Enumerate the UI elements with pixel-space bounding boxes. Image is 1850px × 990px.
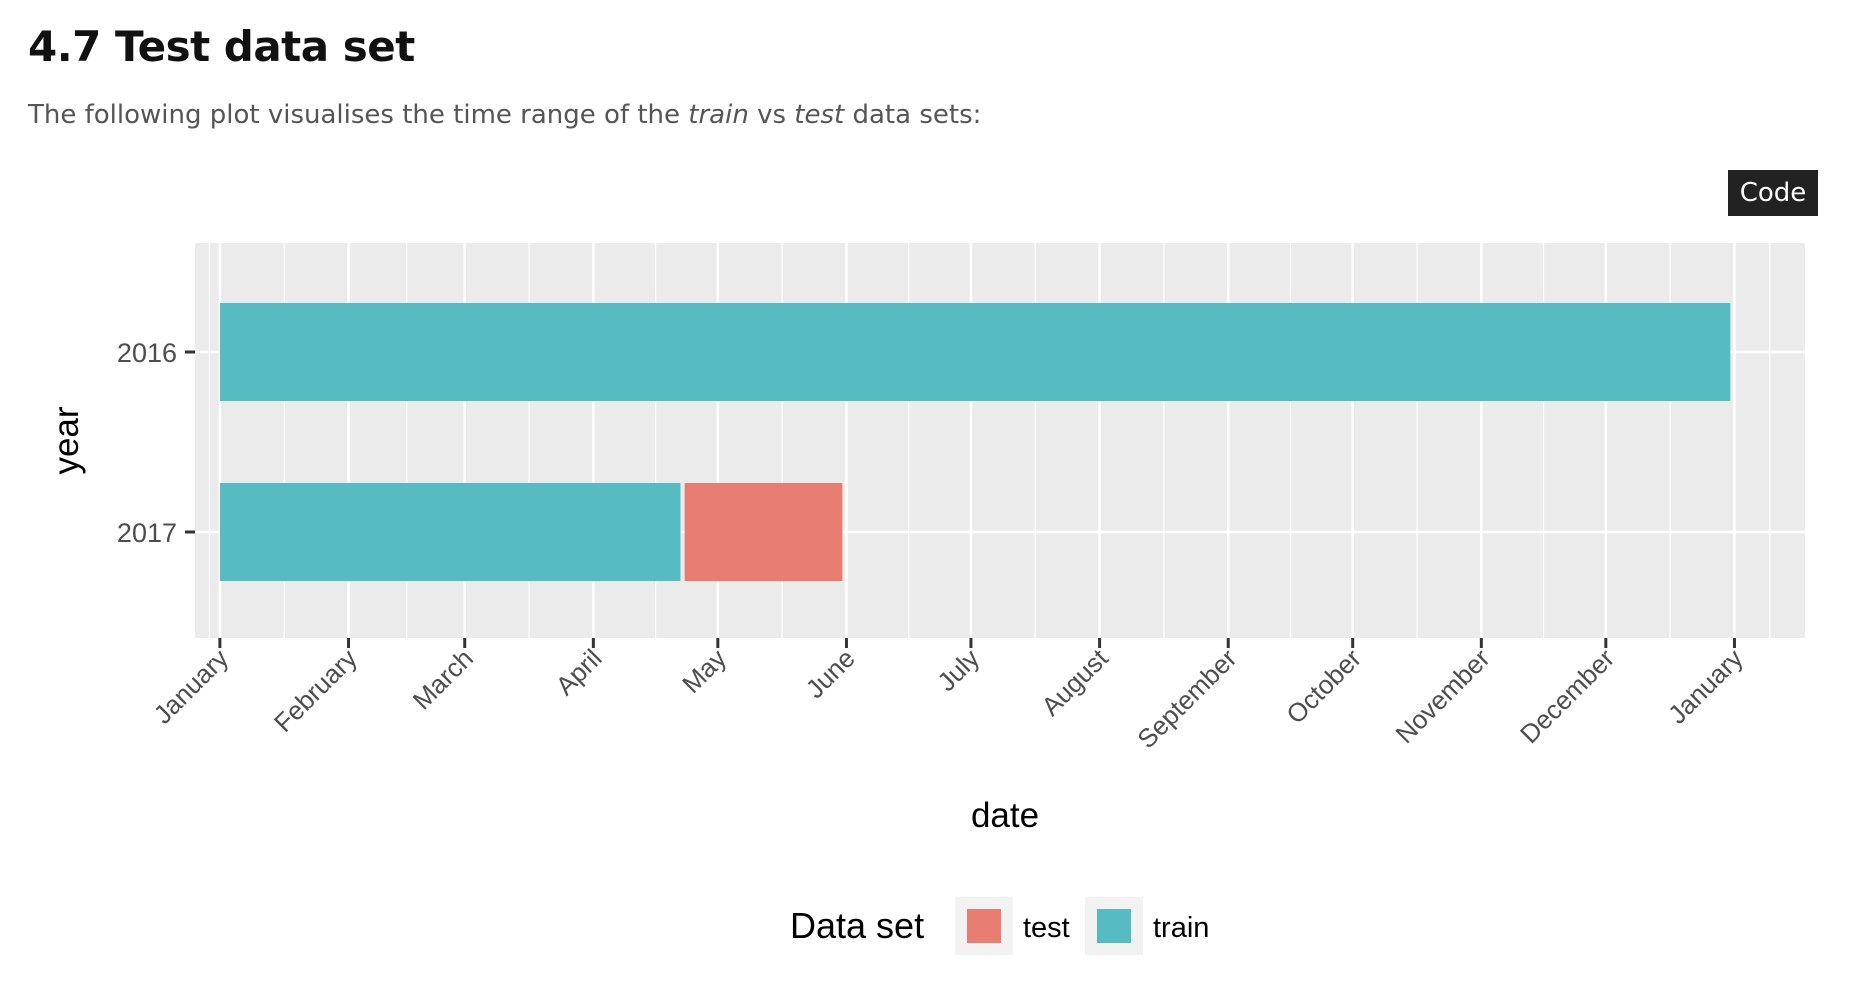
x-tick-label: July <box>931 643 985 697</box>
x-tick-label: March <box>407 643 479 715</box>
x-tick-label: January <box>148 643 235 730</box>
intro-train-term: train <box>688 100 749 130</box>
bar-train-2017 <box>219 483 681 581</box>
section-heading: 4.7 Test data set <box>28 22 415 71</box>
y-tick-label: 2016 <box>117 338 177 368</box>
legend-key-train <box>1097 909 1131 943</box>
bar-train-2016 <box>219 303 1731 401</box>
x-tick-label: June <box>800 643 861 704</box>
x-tick-label: September <box>1131 643 1242 754</box>
intro-text-start: The following plot visualises the time r… <box>28 100 689 130</box>
intro-text-middle: vs <box>748 100 795 130</box>
x-tick-label: April <box>550 643 608 701</box>
x-tick-label: December <box>1514 643 1620 749</box>
legend-title: Data set <box>790 905 924 946</box>
bar-test-2017 <box>684 483 843 581</box>
intro-test-term: test <box>794 100 845 130</box>
y-tick-label: 2017 <box>117 518 177 548</box>
y-axis-title: year <box>47 406 86 474</box>
x-tick-label: October <box>1280 643 1367 730</box>
x-tick-label: January <box>1662 643 1749 730</box>
intro-paragraph: The following plot visualises the time r… <box>28 100 981 130</box>
legend-label-train: train <box>1153 912 1209 944</box>
x-tick-label: February <box>268 643 363 738</box>
code-button[interactable]: Code <box>1728 170 1818 216</box>
x-tick-label: August <box>1035 642 1114 721</box>
legend-key-test <box>967 909 1001 943</box>
x-tick-label: May <box>676 643 732 699</box>
x-axis-title: date <box>971 796 1039 835</box>
legend-label-test: test <box>1023 912 1070 944</box>
intro-text-end: data sets: <box>844 100 982 130</box>
x-tick-label: November <box>1390 643 1496 749</box>
